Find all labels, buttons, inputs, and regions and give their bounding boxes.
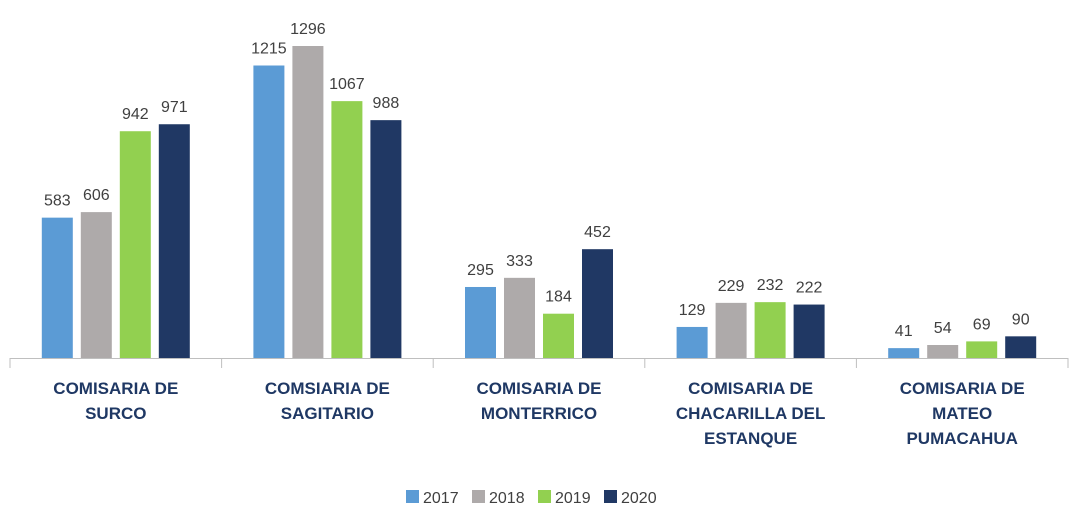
data-label: 971 bbox=[161, 99, 188, 116]
bar bbox=[158, 124, 190, 358]
bar bbox=[292, 46, 324, 358]
data-label: 184 bbox=[545, 289, 572, 306]
bar bbox=[253, 65, 285, 358]
data-label: 54 bbox=[934, 320, 952, 337]
data-label: 942 bbox=[122, 106, 149, 123]
data-label: 1067 bbox=[329, 76, 365, 93]
x-tick-label: COMISARIA DE CHACARILLA DEL ESTANQUE bbox=[675, 379, 826, 448]
data-label: 295 bbox=[467, 262, 494, 279]
bar bbox=[793, 304, 825, 358]
data-label: 41 bbox=[895, 323, 913, 340]
data-label: 333 bbox=[506, 253, 533, 270]
x-tick-label: COMISARIA DE MONTERRICO bbox=[476, 379, 602, 423]
data-label: 583 bbox=[44, 193, 71, 210]
bar bbox=[1005, 336, 1037, 358]
bar bbox=[465, 286, 496, 358]
x-tick-label: COMISARIA DE MATEO PUMACAHUA bbox=[899, 379, 1025, 448]
legend-label: 2018 bbox=[489, 490, 525, 507]
bar bbox=[119, 131, 151, 358]
bar bbox=[331, 101, 363, 358]
data-label: 606 bbox=[83, 187, 110, 204]
data-label: 1296 bbox=[290, 21, 326, 38]
bar bbox=[754, 302, 786, 358]
bar bbox=[543, 313, 574, 358]
data-label: 69 bbox=[973, 316, 991, 333]
bar bbox=[676, 326, 708, 358]
x-tick-label: COMSIARIA DE SAGITARIO bbox=[264, 379, 390, 423]
bar bbox=[41, 217, 73, 358]
data-label: 129 bbox=[679, 302, 706, 319]
legend-swatch bbox=[538, 490, 551, 503]
bar bbox=[966, 341, 998, 358]
legend-label: 2017 bbox=[423, 490, 459, 507]
bar bbox=[582, 249, 613, 358]
legend-swatch bbox=[604, 490, 617, 503]
bar bbox=[80, 212, 112, 358]
bar bbox=[888, 348, 920, 358]
legend-swatch bbox=[406, 490, 419, 503]
legend-swatch bbox=[472, 490, 485, 503]
data-label: 452 bbox=[584, 224, 611, 241]
data-label: 988 bbox=[373, 95, 400, 112]
bar bbox=[370, 120, 402, 358]
legend-label: 2020 bbox=[621, 490, 657, 507]
x-tick-label: COMISARIA DE SURCO bbox=[53, 379, 179, 423]
data-label: 232 bbox=[757, 277, 784, 294]
legend-label: 2019 bbox=[555, 490, 591, 507]
data-label: 1215 bbox=[251, 41, 287, 58]
data-label: 90 bbox=[1012, 311, 1030, 328]
data-label: 229 bbox=[718, 278, 745, 295]
bar bbox=[715, 302, 747, 358]
bar bbox=[927, 345, 959, 358]
data-label: 222 bbox=[796, 280, 823, 297]
bar bbox=[504, 277, 535, 358]
